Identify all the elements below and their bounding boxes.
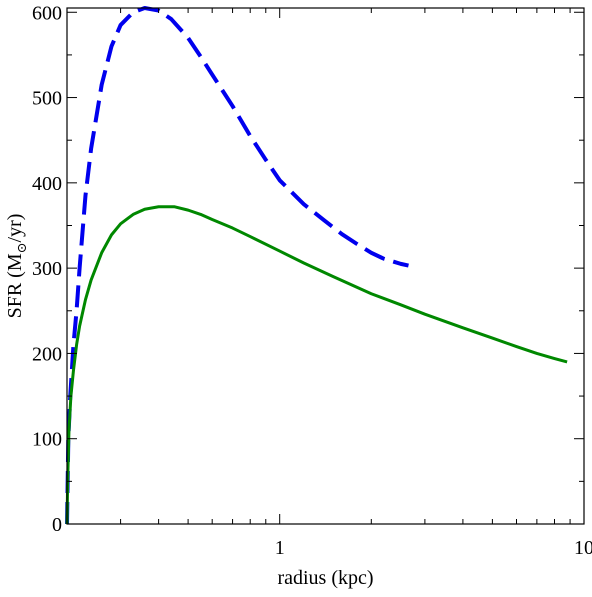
x-tick-label: 1 <box>275 537 285 559</box>
y-axis-label-main: SFR (M <box>4 253 26 318</box>
plot-frame <box>66 7 585 525</box>
y-tick-label: 200 <box>32 343 62 365</box>
series-line-2 <box>65 205 568 525</box>
y-tick-label: 600 <box>32 2 62 24</box>
y-tick-label: 400 <box>32 173 62 195</box>
y-axis-label: SFR (M⊙/yr) <box>4 214 29 319</box>
ticks-layer <box>67 8 585 525</box>
y-axis-label-tail: /yr) <box>4 214 26 243</box>
y-axis-label-sun-symbol: ⊙ <box>14 242 29 253</box>
series-layer <box>65 6 568 525</box>
y-tick-label: 300 <box>32 258 62 280</box>
y-tick-label: 0 <box>52 514 62 536</box>
y-tick-label: 500 <box>32 88 62 110</box>
x-axis-label: radius (kpc) <box>277 567 373 589</box>
y-tick-label: 100 <box>32 429 62 451</box>
x-tick-label: 10 <box>574 537 592 559</box>
series-line-1 <box>65 6 409 525</box>
